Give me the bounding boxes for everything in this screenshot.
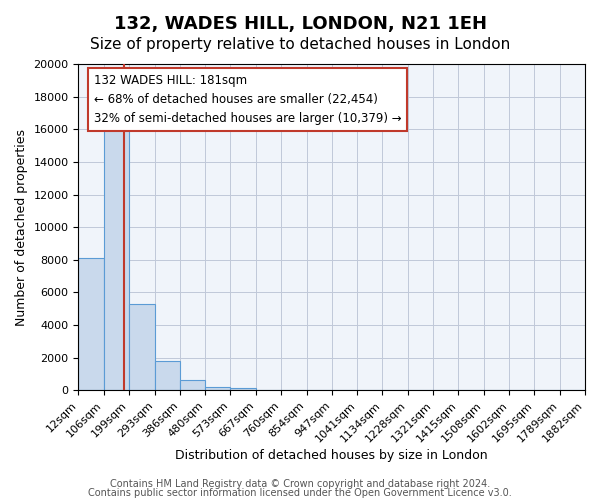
Text: 132 WADES HILL: 181sqm
← 68% of detached houses are smaller (22,454)
32% of semi: 132 WADES HILL: 181sqm ← 68% of detached… [94,74,401,125]
X-axis label: Distribution of detached houses by size in London: Distribution of detached houses by size … [175,450,488,462]
Bar [230,388,256,390]
Y-axis label: Number of detached properties: Number of detached properties [15,128,28,326]
Text: Contains public sector information licensed under the Open Government Licence v3: Contains public sector information licen… [88,488,512,498]
Bar [104,120,129,390]
Bar [205,387,230,390]
Text: 132, WADES HILL, LONDON, N21 1EH: 132, WADES HILL, LONDON, N21 1EH [113,15,487,33]
Bar [155,361,180,390]
Bar [180,380,205,390]
Bar [79,258,104,390]
Text: Contains HM Land Registry data © Crown copyright and database right 2024.: Contains HM Land Registry data © Crown c… [110,479,490,489]
Text: Size of property relative to detached houses in London: Size of property relative to detached ho… [90,38,510,52]
Bar [129,304,155,390]
